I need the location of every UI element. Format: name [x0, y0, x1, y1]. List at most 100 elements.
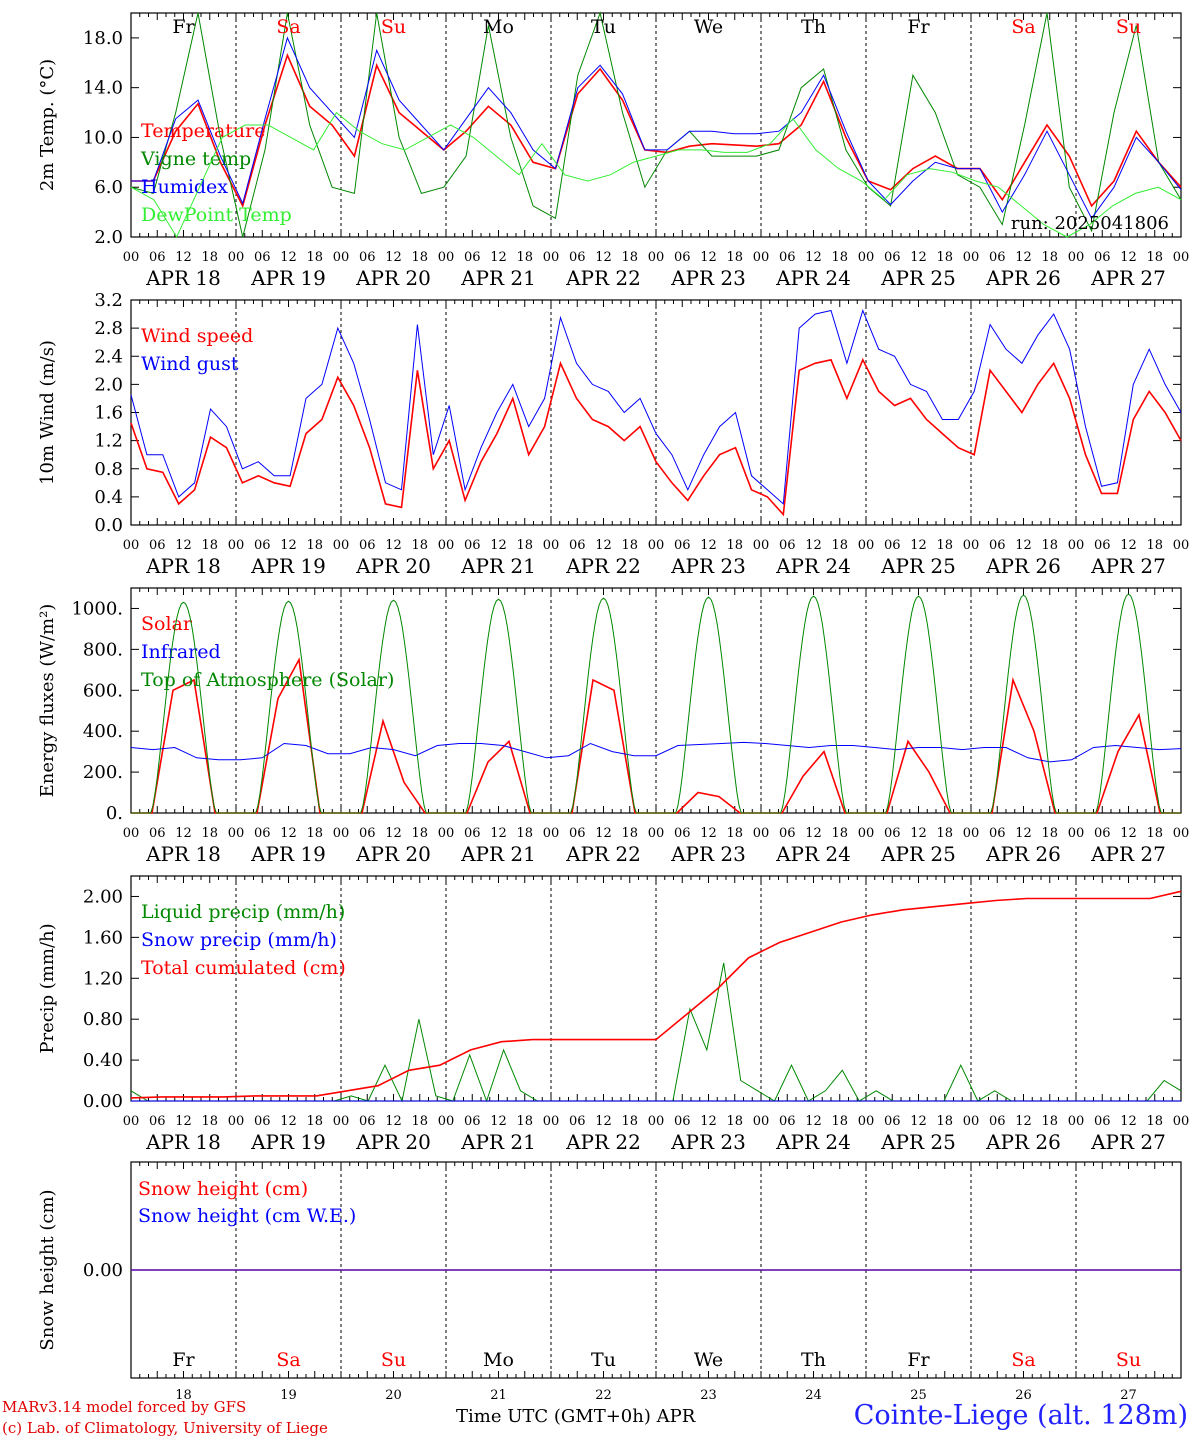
hour-tick-label: 12 — [910, 250, 927, 265]
date-label: APR 20 — [355, 266, 431, 290]
hour-tick-label: 12 — [385, 538, 402, 553]
date-label: APR 21 — [460, 554, 536, 578]
hour-tick-label: 18 — [516, 250, 533, 265]
hour-tick-label: 18 — [726, 1114, 743, 1129]
date-label: APR 20 — [355, 842, 431, 866]
weekday-label: Fr — [907, 1349, 930, 1371]
series-line-toa — [131, 601, 236, 814]
hour-tick-label: 00 — [858, 250, 875, 265]
hour-tick-label: 06 — [989, 826, 1006, 841]
hour-tick-label: 06 — [989, 1114, 1006, 1129]
hour-tick-label: 06 — [149, 1114, 166, 1129]
series-line — [131, 36, 1182, 220]
hour-tick-label: 12 — [910, 538, 927, 553]
hour-tick-label: 00 — [228, 538, 245, 553]
hour-tick-label: 00 — [438, 250, 455, 265]
hour-tick-label: 12 — [1120, 1114, 1137, 1129]
legend-entry: DewPoint Temp — [141, 204, 292, 226]
day-number-label: 27 — [1120, 1388, 1137, 1403]
hour-tick-label: 18 — [726, 538, 743, 553]
date-label: APR 23 — [670, 842, 746, 866]
hour-tick-label: 12 — [700, 538, 717, 553]
hour-tick-label: 00 — [543, 250, 560, 265]
hour-tick-label: 00 — [753, 538, 770, 553]
y-tick-label: 2.4 — [94, 346, 123, 367]
hour-tick-label: 18 — [516, 1114, 533, 1129]
hour-tick-label: 18 — [411, 250, 428, 265]
hour-tick-label: 18 — [411, 538, 428, 553]
date-label: APR 25 — [880, 266, 956, 290]
hour-tick-label: 12 — [1120, 250, 1137, 265]
weekday-label: Th — [801, 16, 826, 38]
hour-tick-label: 06 — [884, 250, 901, 265]
run-annotation: run: 2025041806 — [1011, 213, 1169, 234]
day-number-label: 18 — [175, 1388, 192, 1403]
date-label: APR 26 — [985, 842, 1061, 866]
y-tick-label: 0.4 — [94, 487, 123, 508]
date-label: APR 19 — [250, 1130, 326, 1154]
y-tick-label: 0.00 — [83, 1260, 123, 1281]
hour-tick-label: 18 — [1146, 538, 1163, 553]
weekday-label: Sa — [276, 16, 300, 38]
hour-tick-label: 06 — [464, 1114, 481, 1129]
hour-tick-label: 00 — [648, 538, 665, 553]
hour-tick-label: 06 — [674, 1114, 691, 1129]
hour-tick-label: 12 — [910, 826, 927, 841]
date-label: APR 22 — [565, 554, 641, 578]
weekday-label: Fr — [172, 16, 195, 38]
time-axis-label: Time UTC (GMT+0h) APR — [456, 1406, 695, 1427]
panel-2: 0.0 0.4 0.8 1.2 1.6 2.0 2.4 2.8 3.2 10m Wind (m/s… — [37, 290, 1189, 578]
hour-tick-label: 06 — [464, 538, 481, 553]
hour-tick-label: 00 — [333, 250, 350, 265]
hour-tick-label: 18 — [831, 538, 848, 553]
hour-tick-label: 00 — [333, 538, 350, 553]
weekday-label: Sa — [1011, 1349, 1035, 1371]
hour-tick-label: 12 — [175, 538, 192, 553]
hour-tick-label: 00 — [543, 826, 560, 841]
hour-tick-label: 00 — [648, 250, 665, 265]
hour-tick-label: 00 — [648, 1114, 665, 1129]
hour-tick-label: 06 — [149, 826, 166, 841]
series-line-toa — [446, 598, 551, 814]
hour-tick-label: 18 — [936, 538, 953, 553]
date-label: APR 25 — [880, 842, 956, 866]
y-tick-label: 0.00 — [83, 1091, 123, 1112]
date-label: APR 19 — [250, 842, 326, 866]
hour-tick-label: 18 — [1041, 250, 1058, 265]
date-label: APR 19 — [250, 266, 326, 290]
hour-tick-label: 12 — [1015, 826, 1032, 841]
hour-tick-label: 00 — [333, 826, 350, 841]
hour-tick-label: 12 — [1120, 826, 1137, 841]
hour-tick-label: 12 — [280, 1114, 297, 1129]
date-label: APR 27 — [1090, 554, 1166, 578]
y-tick-label: 0.80 — [83, 1009, 123, 1030]
date-label: APR 23 — [670, 554, 746, 578]
hour-tick-label: 18 — [831, 250, 848, 265]
hour-tick-label: 18 — [1146, 826, 1163, 841]
hour-tick-label: 06 — [674, 826, 691, 841]
hour-tick-label: 00 — [438, 826, 455, 841]
date-label: APR 21 — [460, 266, 536, 290]
hour-tick-label: 12 — [175, 826, 192, 841]
weekday-label: Su — [1116, 16, 1141, 38]
hour-tick-label: 12 — [280, 538, 297, 553]
legend-entry: Humidex — [141, 176, 228, 198]
weekday-label: Sa — [1011, 16, 1035, 38]
y-tick-label: 0.8 — [94, 459, 123, 480]
hour-tick-label: 12 — [385, 826, 402, 841]
hour-tick-label: 18 — [621, 538, 638, 553]
hour-tick-label: 18 — [936, 250, 953, 265]
date-label: APR 24 — [775, 554, 851, 578]
y-tick-label: 0.0 — [94, 515, 123, 536]
date-label: APR 19 — [250, 554, 326, 578]
date-label: APR 24 — [775, 842, 851, 866]
hour-tick-label: 06 — [779, 250, 796, 265]
y-tick-label: 600. — [83, 680, 123, 701]
hour-tick-label: 00 — [228, 1114, 245, 1129]
hour-tick-label: 00 — [543, 538, 560, 553]
series-line-toa — [341, 599, 446, 814]
legend-entry: Solar — [141, 613, 193, 635]
hour-tick-label: 12 — [595, 826, 612, 841]
legend-entry: Infrared — [141, 641, 221, 663]
hour-tick-label: 06 — [359, 538, 376, 553]
